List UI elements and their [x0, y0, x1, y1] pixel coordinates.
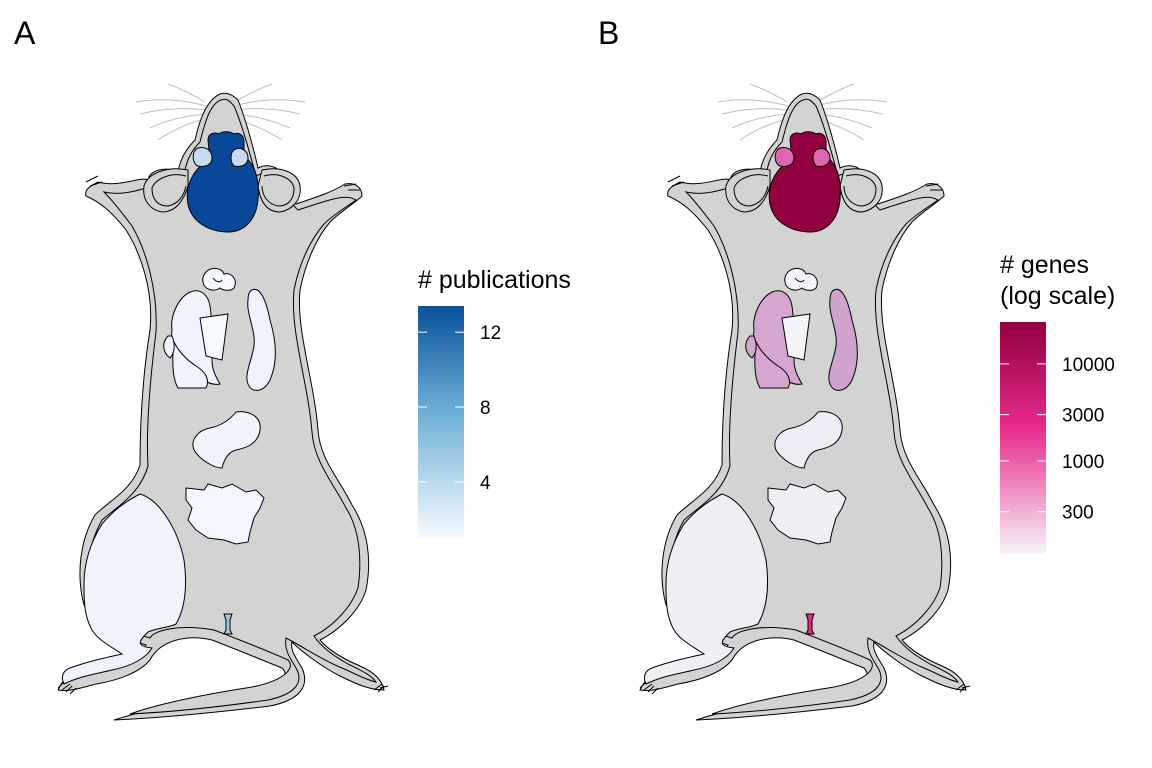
- stomach: [774, 411, 843, 469]
- bladder: [223, 613, 233, 635]
- colorbar-tick-label: 8: [480, 398, 491, 419]
- legend-title-line-1: # genes: [1000, 251, 1089, 279]
- leg-muscle: [643, 493, 769, 685]
- left-eye: [192, 147, 213, 167]
- mouse-diagram: [639, 83, 971, 721]
- panel-b: B: [598, 15, 1115, 721]
- heart: [781, 313, 811, 361]
- leg-muscle: [61, 493, 187, 685]
- colorbar-tick-label: 3000: [1062, 406, 1104, 427]
- bladder: [805, 613, 815, 635]
- colorbar-tick-label: 4: [480, 473, 491, 494]
- legend-colorbar: 10000 3000 1000 300: [1000, 322, 1115, 554]
- colorbar-gradient: [418, 306, 464, 538]
- left-ear-inner: [151, 174, 187, 207]
- intestine: [767, 483, 847, 545]
- left-lung-lobe: [745, 335, 757, 359]
- stomach: [192, 411, 261, 469]
- left-lung-lower: [172, 340, 209, 389]
- left-lung-lower: [754, 340, 791, 389]
- legend: # genes (log scale) 10000 3000 1000 300: [1000, 251, 1115, 554]
- thymus: [784, 267, 818, 291]
- spleen: [828, 288, 858, 391]
- legend-title-line-2: (log scale): [1000, 282, 1115, 310]
- panel-label: B: [598, 15, 619, 51]
- legend-title: # publications: [418, 266, 571, 294]
- colorbar-tick-label: 1000: [1062, 452, 1104, 473]
- mouse-diagram: [57, 83, 389, 721]
- right-ear-inner: [261, 174, 295, 207]
- intestine: [185, 483, 265, 545]
- right-ear-inner: [843, 174, 877, 207]
- left-ear: [725, 168, 771, 213]
- left-ear: [143, 168, 189, 213]
- panel-label: A: [14, 15, 36, 51]
- spleen: [246, 288, 276, 391]
- left-ear-inner: [733, 174, 769, 207]
- right-eye: [230, 147, 249, 167]
- legend: # publications 12 8 4: [418, 266, 571, 538]
- heart: [199, 313, 229, 361]
- thymus: [202, 267, 236, 291]
- colorbar-tick-label: 300: [1062, 503, 1094, 524]
- colorbar-tick-label: 12: [480, 323, 501, 344]
- left-eye: [774, 147, 795, 167]
- legend-colorbar: 12 8 4: [418, 306, 501, 538]
- panel-a: A: [14, 15, 571, 721]
- colorbar-gradient: [1000, 322, 1046, 554]
- right-eye: [812, 147, 831, 167]
- left-lung-lobe: [163, 335, 175, 359]
- colorbar-tick-label: 10000: [1062, 355, 1115, 376]
